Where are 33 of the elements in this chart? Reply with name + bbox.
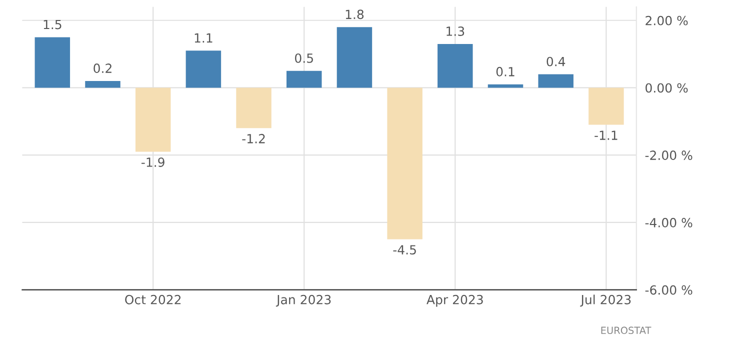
data-label: -1.1 [594,130,618,140]
text: EUROSTAT [601,326,652,334]
data-label: 1.8 [346,10,364,20]
y-tick-label: -2.00 % [645,150,692,160]
data-label: 0.5 [295,53,313,63]
data-label: -1.9 [142,157,164,167]
x-tick-label: Jul 2023 [580,294,631,307]
y-tick-label: 2.00 % [646,16,688,26]
data-label: 0.4 [546,56,566,66]
bar [135,88,171,152]
x-tick-label: Apr 2023 [426,294,483,307]
data-label: 0.2 [94,64,112,74]
bar [186,50,222,88]
bar [85,80,120,88]
bar [286,70,322,88]
x-tick-label: Jan 2023 [276,294,331,307]
bar [387,88,422,240]
bar [438,44,473,88]
data-label: -4.5 [393,245,416,255]
y-tick-label: -4.00 % [645,218,692,228]
bar [34,37,70,88]
y-tick-label: -6.00 % [645,285,692,295]
data-label: -1.2 [242,134,265,144]
bar [538,74,574,88]
data-label: 0.1 [496,66,514,76]
bar [588,88,624,125]
y-tick-label: 0.00 % [646,83,688,93]
data-label: 1.5 [44,20,62,30]
data-label: 1.1 [194,33,212,43]
x-tick-label: Oct 2022 [125,294,181,304]
bar [236,88,272,128]
bar [336,27,372,88]
data-label: 1.3 [446,26,464,36]
